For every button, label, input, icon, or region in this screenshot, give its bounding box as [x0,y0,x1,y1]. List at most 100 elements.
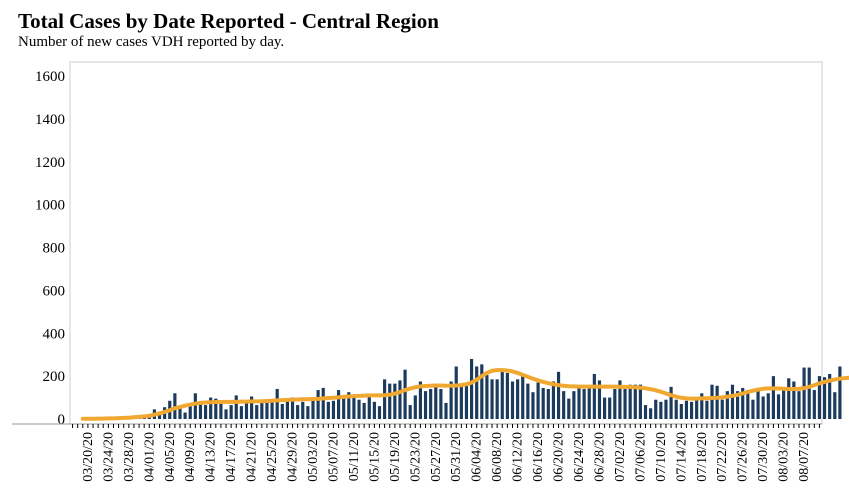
bar [290,397,295,419]
bar [674,399,678,419]
x-tick-label: 06/12/20 [511,432,526,482]
bar [321,387,325,419]
bar [807,367,811,419]
y-tick-label: 1200 [35,155,65,171]
bar [316,390,320,419]
bar [756,391,760,419]
bar [367,395,371,419]
bar [710,384,714,419]
x-tick-label: 03/20/20 [81,432,96,482]
y-axis: 0 200 400 600 800 1000 1200 1400 1600 [35,69,65,428]
bar [833,392,837,419]
bar [577,386,581,419]
bar [618,380,622,419]
bar [567,398,571,419]
x-tick-label: 08/07/20 [797,432,812,482]
x-tick-label: 04/17/20 [224,432,239,482]
bar [715,385,719,419]
bar [556,371,561,419]
x-tick-label: 06/24/20 [572,432,587,482]
bar [260,402,264,419]
bar [480,364,484,419]
bar [516,379,520,419]
x-tick-label: 07/22/20 [715,432,730,482]
bar [562,391,566,419]
x-tick-label: 07/06/20 [633,432,648,482]
bar [383,379,387,419]
bar [741,387,745,419]
x-tick-label: 04/13/20 [204,432,219,482]
bar [510,381,515,419]
bar [255,405,259,419]
bar [464,385,469,419]
bar [695,397,699,419]
bar [782,387,786,419]
bar [275,388,279,419]
x-tick-label: 05/11/20 [347,432,362,481]
y-tick-label: 600 [43,283,66,299]
bar [736,391,740,419]
bar [628,384,632,419]
bar [602,397,607,419]
x-tick-label: 03/28/20 [122,432,137,482]
bar [444,402,448,419]
bar [408,405,412,419]
bar [541,387,545,419]
bar [679,403,683,419]
bar [551,381,556,419]
x-axis: 03/20/20 03/24/20 03/28/20 04/01/20 04/05/20… [12,423,822,482]
bar [265,400,269,419]
bar [306,406,310,419]
x-tick-label: 07/18/20 [695,432,710,482]
bar [582,388,586,419]
bar [776,394,781,419]
y-tick-label: 1000 [35,198,65,214]
bar [838,366,842,419]
y-tick-label: 800 [43,241,66,257]
bar [649,408,653,419]
bar [352,395,356,419]
bar [214,398,218,419]
bar [393,383,397,419]
y-tick-label: 1600 [35,69,65,85]
bar [495,379,499,419]
bar [643,405,648,419]
y-tick-label: 1400 [35,112,65,128]
bar [193,393,197,419]
bar [449,381,453,419]
x-tick-label: 06/04/20 [470,432,485,482]
bar [413,395,417,419]
bar [209,397,213,419]
bar [362,402,366,419]
bar [234,395,238,419]
bar [469,358,474,419]
bar [572,391,576,419]
x-tick-label: 05/07/20 [326,432,341,482]
bar [490,379,494,419]
x-tick-label: 05/31/20 [449,432,464,482]
bar [664,399,668,419]
bar [357,399,361,419]
x-tick-label: 05/15/20 [367,432,382,482]
bar [669,386,673,419]
x-tick-label: 05/27/20 [429,432,444,482]
moving-average-line [80,368,849,421]
bar [638,384,642,419]
x-tick-label: 05/19/20 [388,432,403,482]
bar [219,400,223,419]
bar [250,396,254,419]
bar [239,406,243,419]
bar [654,399,658,419]
bar [802,367,806,419]
bar [224,409,228,419]
x-tick-label: 06/28/20 [592,432,607,482]
bar [592,373,596,419]
x-tick-label: 04/25/20 [265,432,280,482]
bar [828,373,832,419]
x-tick-label: 04/29/20 [286,432,301,482]
bar [822,377,827,419]
bar [521,376,525,419]
bar [536,382,540,419]
bar [700,393,704,419]
bar [613,388,617,419]
